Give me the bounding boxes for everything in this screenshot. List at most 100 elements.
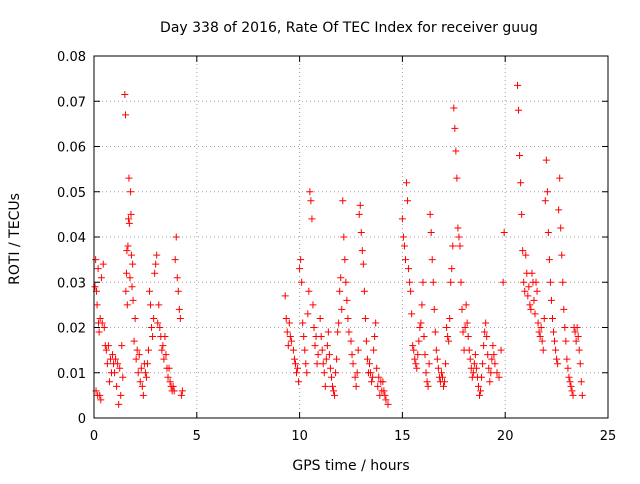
- data-point: [284, 342, 292, 350]
- data-point: [441, 378, 449, 386]
- data-point: [125, 174, 133, 182]
- data-point: [413, 364, 421, 372]
- data-point: [444, 333, 452, 341]
- data-point: [422, 369, 430, 377]
- data-point: [363, 355, 371, 363]
- x-tick-label: 5: [193, 429, 201, 444]
- data-point: [416, 324, 424, 331]
- data-point: [568, 387, 576, 395]
- data-point: [518, 210, 526, 218]
- data-point: [530, 296, 538, 304]
- data-point: [160, 355, 168, 363]
- data-point: [173, 274, 181, 282]
- data-point: [129, 296, 137, 304]
- data-point: [119, 373, 127, 381]
- data-point: [150, 314, 158, 322]
- data-point: [155, 301, 163, 309]
- data-point: [457, 278, 465, 286]
- data-point: [515, 106, 523, 114]
- data-point: [176, 314, 184, 322]
- data-point: [331, 391, 339, 399]
- data-point: [451, 124, 459, 132]
- data-point: [545, 256, 553, 264]
- data-point: [162, 351, 170, 359]
- data-point: [431, 328, 439, 336]
- data-point: [327, 373, 335, 381]
- data-point: [122, 269, 130, 277]
- data-point: [325, 351, 333, 359]
- data-point: [555, 206, 563, 214]
- data-point: [102, 346, 110, 354]
- data-point: [144, 346, 152, 354]
- data-point: [324, 328, 332, 336]
- data-point: [558, 251, 566, 259]
- data-point: [113, 382, 121, 390]
- data-point: [345, 328, 353, 336]
- data-point: [130, 337, 138, 345]
- data-point: [420, 333, 428, 341]
- data-point: [499, 278, 507, 286]
- data-point: [301, 346, 309, 354]
- y-tick-label: 0.07: [57, 95, 86, 110]
- data-point: [554, 360, 562, 368]
- data-point: [308, 215, 316, 223]
- data-point: [403, 179, 411, 187]
- data-point: [336, 287, 344, 295]
- data-point: [469, 369, 477, 377]
- data-point: [367, 369, 375, 377]
- data-point: [567, 382, 575, 390]
- data-point: [361, 314, 369, 322]
- data-point: [177, 391, 185, 399]
- data-point: [127, 188, 135, 196]
- data-point: [405, 265, 413, 273]
- data-point: [293, 369, 301, 377]
- data-point: [531, 310, 539, 318]
- data-point: [537, 324, 545, 331]
- data-point: [290, 355, 298, 363]
- data-point: [527, 305, 535, 313]
- data-point: [105, 378, 113, 386]
- data-point: [311, 342, 319, 350]
- data-point: [127, 210, 135, 218]
- data-point: [326, 364, 334, 372]
- data-point: [357, 228, 365, 236]
- data-point: [310, 324, 318, 331]
- data-point: [136, 378, 144, 386]
- data-point: [126, 274, 134, 282]
- data-point: [491, 360, 499, 368]
- data-point: [500, 228, 508, 236]
- data-point: [534, 319, 542, 327]
- x-tick-label: 0: [90, 429, 98, 444]
- data-point: [548, 314, 556, 322]
- data-point: [543, 188, 551, 196]
- data-point: [330, 387, 338, 395]
- data-point: [358, 247, 366, 255]
- data-point: [332, 369, 340, 377]
- data-point: [456, 242, 464, 250]
- data-point: [334, 328, 342, 336]
- data-point: [306, 188, 314, 196]
- data-point: [426, 210, 434, 218]
- data-point: [281, 292, 289, 300]
- data-point: [342, 278, 350, 286]
- data-point: [309, 301, 317, 309]
- data-point: [409, 342, 417, 350]
- data-point: [132, 355, 140, 363]
- data-point: [123, 301, 131, 309]
- data-point: [164, 373, 172, 381]
- data-point: [575, 346, 583, 354]
- data-point: [401, 256, 409, 264]
- data-point: [151, 269, 159, 277]
- data-point: [526, 301, 534, 309]
- data-point: [142, 373, 150, 381]
- data-point: [114, 360, 122, 368]
- data-point: [125, 219, 133, 227]
- data-point: [514, 81, 522, 89]
- data-point: [552, 346, 560, 354]
- data-point: [118, 342, 126, 350]
- data-point: [349, 360, 357, 368]
- data-point: [129, 260, 137, 268]
- data-point: [525, 283, 533, 291]
- data-point: [175, 305, 183, 313]
- data-point: [370, 346, 378, 354]
